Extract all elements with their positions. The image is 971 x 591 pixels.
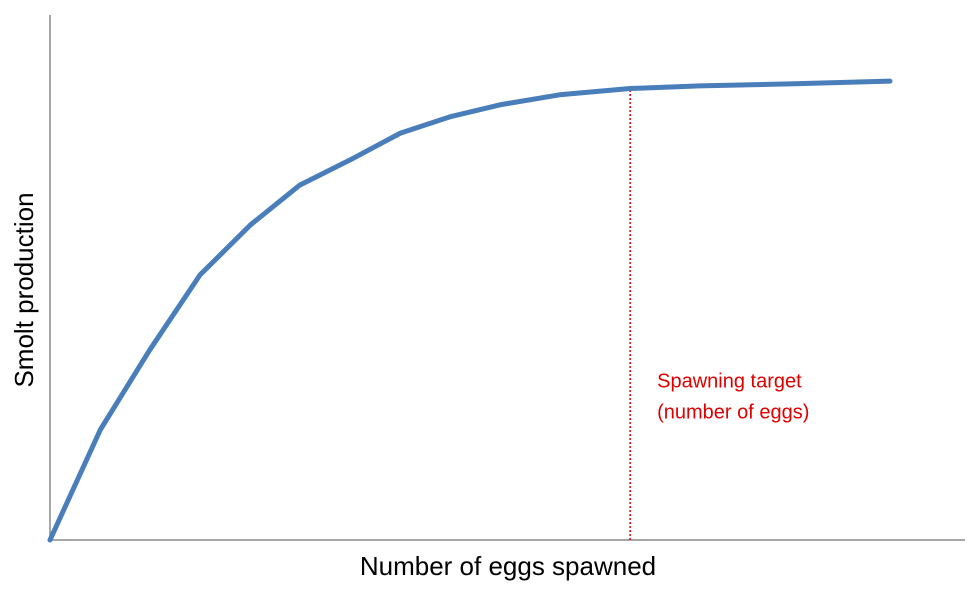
y-axis-label: Smolt production [9,192,39,387]
target-label: (number of eggs) [657,401,809,423]
x-axis-label: Number of eggs spawned [360,551,656,581]
target-label: Spawning target [657,370,802,392]
curve [47,78,893,543]
